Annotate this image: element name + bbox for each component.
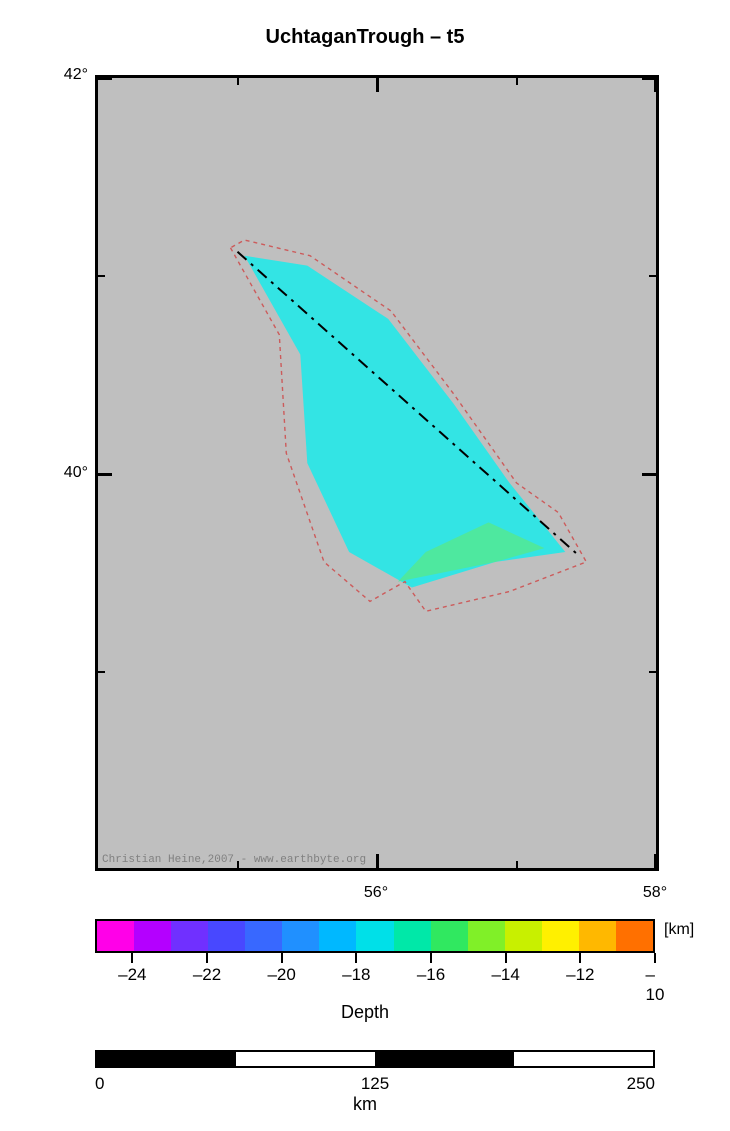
colorbar-tick-label: –10 (646, 965, 665, 1005)
colorbar-swatch (356, 921, 393, 951)
x-tick-label: 58° (643, 884, 667, 902)
chart-title: UchtaganTrough – t5 (0, 26, 730, 49)
colorbar-tick-mark (355, 953, 357, 963)
y-tick-label: 42° (38, 66, 88, 84)
tick-mark (516, 861, 518, 868)
map-svg (98, 78, 656, 868)
colorbar-tick-mark (430, 953, 432, 963)
colorbar-swatch (616, 921, 653, 951)
colorbar-tick-label: –24 (118, 965, 146, 985)
scalebar-labels: 0 125 250 (95, 1068, 655, 1092)
colorbar-swatch (579, 921, 616, 951)
scalebar-segments (95, 1050, 655, 1068)
colorbar-tick-label: –14 (491, 965, 519, 985)
scalebar-segment (375, 1052, 514, 1066)
colorbar-tick-label: –18 (342, 965, 370, 985)
credit-text: Christian Heine,2007 - www.earthbyte.org (102, 854, 366, 866)
tick-mark (654, 78, 657, 92)
colorbar-swatch (134, 921, 171, 951)
scalebar-segment (514, 1052, 653, 1066)
tick-mark (376, 78, 379, 92)
scalebar-tick-label: 0 (95, 1074, 104, 1094)
y-tick-label: 40° (38, 464, 88, 482)
scalebar-segment (236, 1052, 375, 1066)
colorbar-tick-label: –22 (193, 965, 221, 985)
colorbar-swatch (245, 921, 282, 951)
colorbar-swatch (97, 921, 134, 951)
colorbar-swatch (542, 921, 579, 951)
tick-mark (237, 78, 239, 85)
scalebar-tick-label: 125 (361, 1074, 389, 1094)
tick-mark (98, 77, 112, 80)
colorbar-swatch (394, 921, 431, 951)
colorbar-swatch (505, 921, 542, 951)
tick-mark (98, 473, 112, 476)
colorbar-swatch (431, 921, 468, 951)
colorbar-tick-label: –20 (267, 965, 295, 985)
colorbar-swatches (95, 919, 655, 953)
tick-mark (516, 78, 518, 85)
colorbar-ticks: –24–22–20–18–16–14–12–10 (95, 953, 655, 963)
tick-mark (98, 275, 105, 277)
colorbar-swatch (319, 921, 356, 951)
scalebar-segment (97, 1052, 236, 1066)
scalebar-unit: km (0, 1094, 730, 1115)
colorbar-label: Depth (0, 1002, 730, 1023)
colorbar: –24–22–20–18–16–14–12–10 (95, 919, 655, 963)
colorbar-tick-mark (654, 953, 656, 963)
colorbar-tick-label: –16 (417, 965, 445, 985)
colorbar-tick-mark (131, 953, 133, 963)
colorbar-tick-label: –12 (566, 965, 594, 985)
colorbar-tick-mark (281, 953, 283, 963)
x-tick-label: 56° (364, 884, 388, 902)
colorbar-swatch (468, 921, 505, 951)
scalebar-tick-label: 250 (627, 1074, 655, 1094)
tick-mark (642, 473, 656, 476)
colorbar-swatch (208, 921, 245, 951)
colorbar-unit: [km] (664, 921, 694, 939)
map-plot: Christian Heine,2007 - www.earthbyte.org (95, 75, 659, 871)
tick-mark (649, 275, 656, 277)
tick-mark (376, 854, 379, 868)
colorbar-swatch (171, 921, 208, 951)
colorbar-tick-mark (505, 953, 507, 963)
scalebar: 0 125 250 (95, 1050, 655, 1092)
tick-mark (654, 854, 657, 868)
tick-mark (98, 671, 105, 673)
tick-mark (649, 671, 656, 673)
colorbar-tick-mark (579, 953, 581, 963)
colorbar-swatch (282, 921, 319, 951)
colorbar-tick-mark (206, 953, 208, 963)
